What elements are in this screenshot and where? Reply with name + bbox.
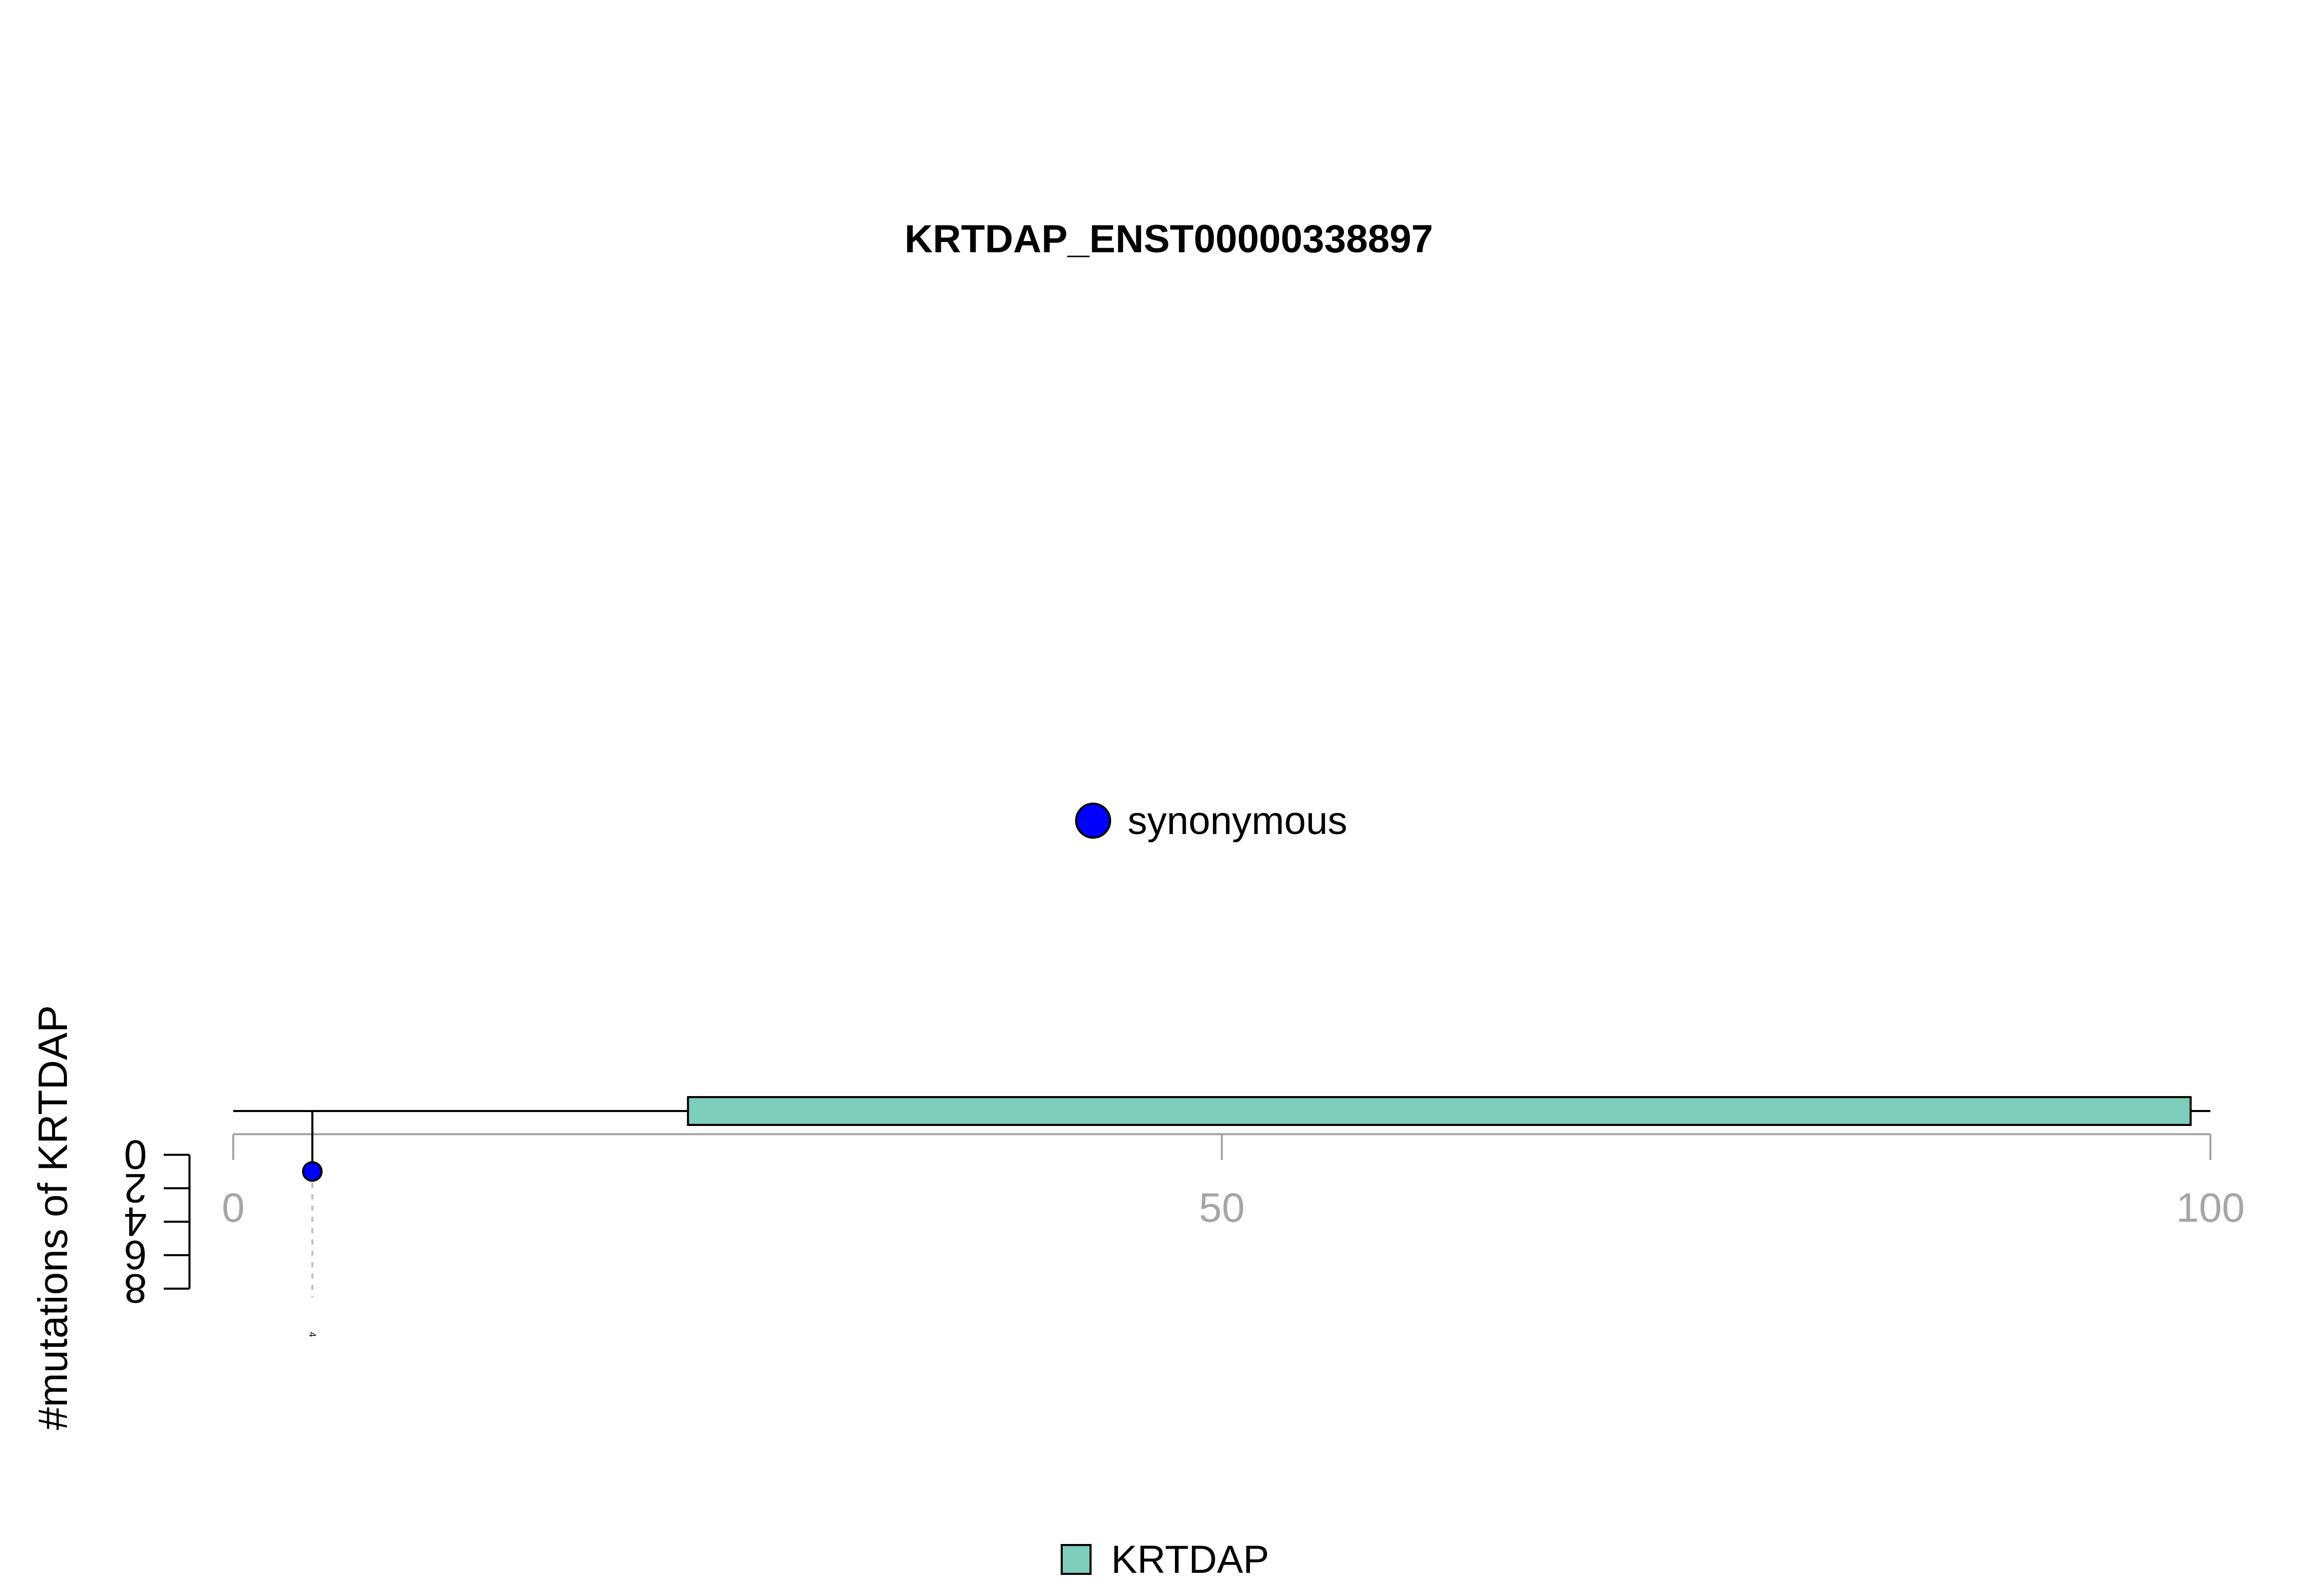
y-tick-label: 4: [124, 1199, 147, 1245]
domain-legend: KRTDAP: [1061, 1538, 1269, 1582]
x-axis: 0 50 100: [222, 1133, 2245, 1230]
legend-krtdap-label: KRTDAP: [1111, 1538, 1269, 1582]
mutation-position-label: 4: [307, 1332, 318, 1337]
chart-title: KRTDAP_ENST00000338897: [905, 217, 1433, 261]
y-tick-label: 6: [124, 1233, 147, 1278]
y-tick-label: 2: [124, 1166, 147, 1211]
y-tick-label: 8: [124, 1266, 147, 1312]
domain-krtdap: [687, 1096, 2192, 1126]
x-tick-label: 50: [1199, 1185, 1245, 1230]
mutation-point: [302, 1161, 323, 1182]
y-tick-label: 0: [124, 1132, 147, 1178]
legend-synonymous-label: synonymous: [1128, 799, 1347, 843]
mutation-lollipops: 4: [302, 1111, 323, 1337]
protein-backbone-group: [233, 1096, 2210, 1126]
x-tick-label: 100: [2176, 1185, 2244, 1230]
legend-krtdap-swatch: [1061, 1544, 1092, 1575]
mutation-legend: synonymous: [1075, 799, 1347, 843]
y-axis-label: #mutations of KRTDAP: [30, 1005, 76, 1430]
legend-synonymous-marker: [1075, 803, 1111, 839]
x-tick-label: 0: [222, 1185, 245, 1230]
